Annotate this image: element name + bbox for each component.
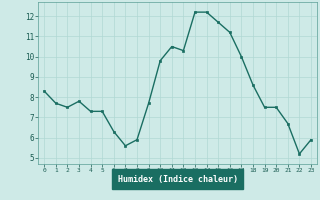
X-axis label: Humidex (Indice chaleur): Humidex (Indice chaleur): [118, 175, 238, 184]
